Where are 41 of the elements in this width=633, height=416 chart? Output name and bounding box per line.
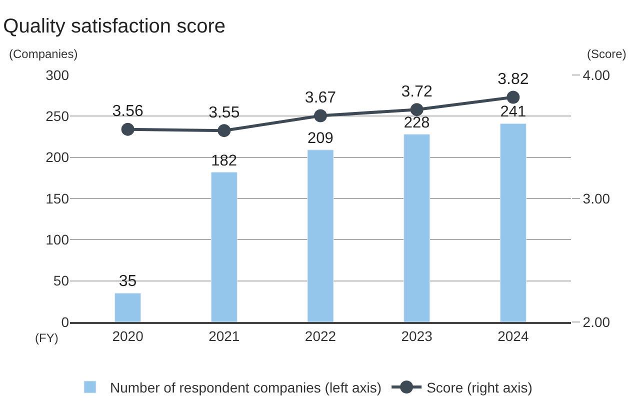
data-label: 182 xyxy=(211,152,238,170)
x-tick-label: 2020 xyxy=(112,328,144,344)
y-axis-title: (Companies) xyxy=(9,47,78,61)
x-tick-label: 2023 xyxy=(401,328,433,344)
data-label: 228 xyxy=(404,114,430,132)
x-tick-label: 2022 xyxy=(304,328,336,344)
y2-tick-label: 3.00 xyxy=(582,190,610,206)
data-label: 3.82 xyxy=(498,71,529,88)
y-tick-label: 200 xyxy=(46,149,70,166)
bar xyxy=(404,134,430,322)
chart-title: Quality satisfaction score xyxy=(3,16,226,38)
point xyxy=(218,124,231,138)
y-tick-label: 50 xyxy=(53,272,70,289)
y-tick-label: 150 xyxy=(46,190,70,206)
legend-label: Number of respondent companies (left axis) xyxy=(110,379,382,396)
x-tick-label: 2021 xyxy=(208,328,240,344)
y2-axis-title: (Score) xyxy=(587,47,626,61)
y-tick-label: 0 xyxy=(61,314,70,330)
x-tick-label: 2024 xyxy=(498,328,529,344)
bar xyxy=(210,172,238,322)
bar xyxy=(307,150,334,322)
point xyxy=(410,103,424,116)
data-label: 3.67 xyxy=(304,90,336,107)
y2-tick-label: 2.00 xyxy=(582,314,610,330)
x-axis-title: (FY) xyxy=(35,331,58,345)
y-tick-label: 100 xyxy=(46,232,70,248)
point xyxy=(314,109,327,122)
data-label: 209 xyxy=(308,130,334,148)
y2-tick-label: 4.00 xyxy=(582,66,610,83)
y-tick-label: 250 xyxy=(46,108,70,124)
data-label: 241 xyxy=(500,104,526,121)
data-label: 3.56 xyxy=(112,103,144,120)
point xyxy=(121,122,134,136)
data-label: 3.55 xyxy=(208,104,240,122)
point xyxy=(506,90,520,104)
data-label: 35 xyxy=(118,273,137,290)
legend-label: Score (right axis) xyxy=(426,379,532,396)
data-label: 3.72 xyxy=(401,83,433,100)
bar xyxy=(114,292,142,322)
y-tick-label: 300 xyxy=(46,66,70,83)
bar xyxy=(500,123,526,322)
